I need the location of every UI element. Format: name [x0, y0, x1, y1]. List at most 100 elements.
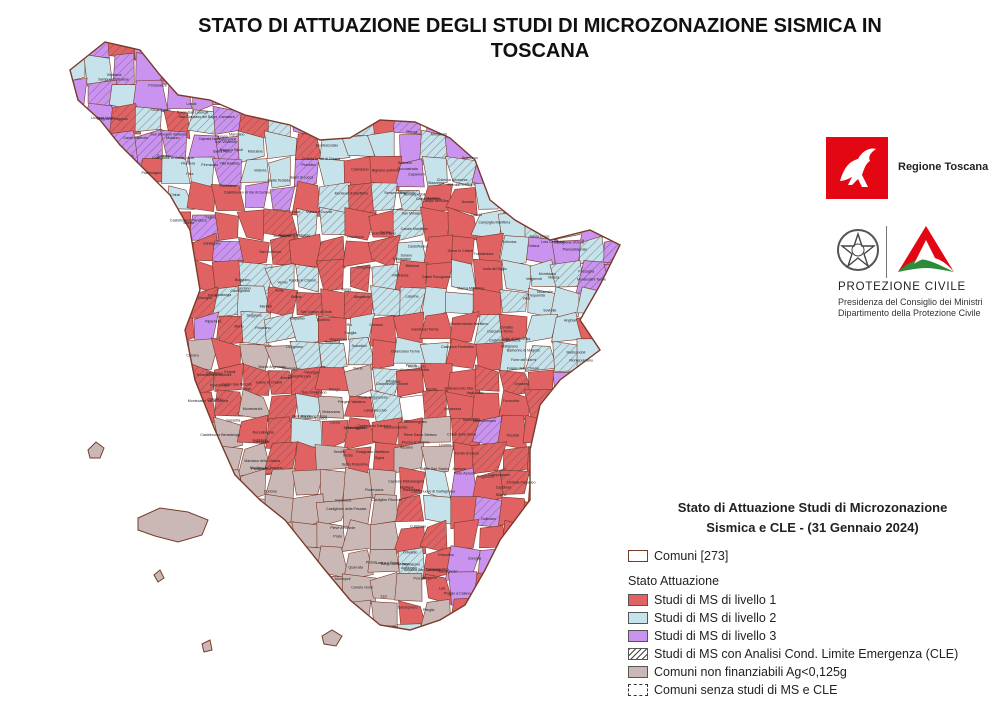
municipality-nf[interactable]: [108, 547, 143, 581]
municipality-l1[interactable]: [552, 519, 584, 556]
municipality-l1[interactable]: [551, 443, 584, 474]
municipality-l3[interactable]: [496, 158, 532, 192]
municipality-nf[interactable]: [315, 499, 351, 527]
municipality-l2[interactable]: [295, 392, 325, 420]
municipality-l1[interactable]: [578, 576, 609, 603]
municipality-nf[interactable]: [315, 598, 345, 630]
municipality-nf[interactable]: [237, 599, 268, 625]
municipality-nf[interactable]: [132, 599, 170, 629]
municipality-nf[interactable]: [161, 572, 189, 602]
municipality-l3[interactable]: [107, 233, 138, 265]
municipality-l1[interactable]: [293, 30, 326, 58]
municipality-nf[interactable]: [214, 444, 244, 472]
municipality-l1[interactable]: [392, 526, 427, 554]
municipality-l1[interactable]: [553, 576, 584, 607]
municipality-nf[interactable]: [163, 422, 194, 446]
municipality-l3[interactable]: [602, 57, 630, 82]
municipality-l1[interactable]: [602, 469, 630, 500]
municipality-nf[interactable]: [187, 571, 221, 607]
municipality-l2[interactable]: [189, 51, 216, 85]
municipality-l1[interactable]: [321, 420, 349, 452]
municipality-l2[interactable]: [423, 55, 455, 85]
municipality-nf[interactable]: [211, 548, 242, 579]
municipality-nf[interactable]: [108, 342, 135, 369]
municipality-l2[interactable]: [320, 83, 351, 113]
municipality-l1[interactable]: [479, 525, 506, 549]
municipality-l1[interactable]: [344, 395, 375, 418]
municipality-l1[interactable]: [344, 207, 377, 241]
municipality-nf[interactable]: [108, 448, 142, 469]
municipality-l3[interactable]: [628, 30, 630, 58]
municipality-l1[interactable]: [551, 627, 584, 651]
municipality-l3[interactable]: [499, 130, 527, 162]
municipality-l1[interactable]: [605, 444, 630, 477]
municipality-l1[interactable]: [525, 604, 556, 632]
municipality-l1[interactable]: [237, 237, 270, 266]
municipality-l3[interactable]: [550, 30, 583, 57]
municipality-l3[interactable]: [394, 158, 425, 188]
municipality-nf[interactable]: [266, 579, 298, 607]
municipality-l3[interactable]: [627, 187, 630, 211]
municipality-l2[interactable]: [60, 30, 86, 61]
municipality-l3[interactable]: [266, 30, 297, 55]
municipality-l1[interactable]: [159, 54, 191, 83]
municipality-l2[interactable]: [397, 623, 426, 658]
municipality-l1[interactable]: [548, 392, 581, 425]
municipality-nf[interactable]: [160, 545, 194, 581]
municipality-nf[interactable]: [344, 364, 374, 400]
municipality-nf[interactable]: [243, 624, 271, 656]
municipality-l3[interactable]: [447, 106, 482, 136]
municipality-l2[interactable]: [501, 259, 533, 293]
municipality-l3[interactable]: [136, 187, 164, 213]
municipality-none[interactable]: [398, 393, 428, 422]
municipality-l1[interactable]: [132, 288, 162, 316]
municipality-nf[interactable]: [393, 441, 425, 474]
municipality-l1[interactable]: [577, 443, 607, 475]
municipality-nf[interactable]: [60, 495, 90, 524]
municipality-l1[interactable]: [445, 187, 478, 216]
municipality-l3[interactable]: [574, 104, 611, 137]
municipality-nf[interactable]: [60, 366, 89, 394]
municipality-l1[interactable]: [579, 390, 610, 420]
municipality-l3[interactable]: [606, 30, 630, 58]
municipality-nf[interactable]: [423, 623, 451, 652]
municipality-nf[interactable]: [136, 623, 169, 659]
municipality-nf[interactable]: [83, 492, 116, 524]
municipality-l2[interactable]: [551, 207, 581, 241]
municipality-l1[interactable]: [317, 108, 345, 139]
municipality-l3[interactable]: [245, 181, 270, 209]
municipality-nf[interactable]: [264, 493, 296, 527]
municipality-l2[interactable]: [605, 290, 630, 315]
municipality-l1[interactable]: [474, 629, 507, 657]
tuscany-map[interactable]: Firenze Pisa Lucca Livorno Siena Arezzo Grosse…: [60, 30, 630, 700]
municipality-nf[interactable]: [89, 547, 118, 578]
municipality-nf[interactable]: [60, 422, 87, 448]
municipality-l1[interactable]: [88, 180, 111, 212]
municipality-l1[interactable]: [320, 288, 351, 320]
municipality-l1[interactable]: [549, 605, 581, 630]
municipality-l2[interactable]: [627, 312, 630, 342]
municipality-l1[interactable]: [580, 363, 608, 399]
municipality-nf[interactable]: [292, 469, 325, 496]
municipality-l2[interactable]: [549, 130, 578, 165]
municipality-l3[interactable]: [111, 258, 143, 295]
municipality-l3[interactable]: [262, 52, 296, 83]
municipality-l3[interactable]: [472, 55, 505, 81]
municipality-l1[interactable]: [527, 521, 554, 550]
municipality-nf[interactable]: [108, 570, 140, 603]
municipality-l3[interactable]: [211, 51, 247, 81]
municipality-nf[interactable]: [133, 364, 168, 396]
municipality-l2[interactable]: [576, 79, 610, 111]
municipality-l3[interactable]: [550, 80, 582, 110]
municipality-l1[interactable]: [318, 315, 347, 343]
municipality-nf[interactable]: [60, 519, 85, 553]
municipality-l1[interactable]: [60, 339, 90, 368]
municipality-l3[interactable]: [554, 54, 580, 86]
municipality-l1[interactable]: [398, 600, 428, 631]
municipality-l1[interactable]: [500, 600, 532, 629]
municipality-l2[interactable]: [263, 130, 298, 160]
municipality-l3[interactable]: [477, 30, 507, 62]
municipality-l3[interactable]: [60, 112, 89, 138]
municipality-l1[interactable]: [83, 312, 118, 346]
municipality-nf[interactable]: [342, 549, 374, 582]
